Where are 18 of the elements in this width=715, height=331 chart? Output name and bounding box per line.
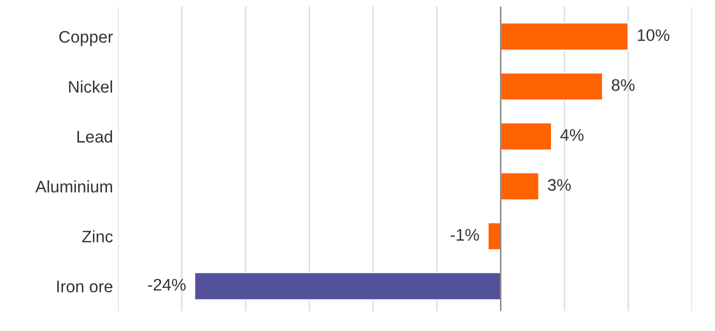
- data-label: 4%: [560, 129, 584, 141]
- data-label: 10%: [638, 29, 670, 42]
- bar: [487, 222, 502, 251]
- y-tick-label: Nickel: [69, 80, 112, 93]
- data-label: -24%: [148, 278, 186, 291]
- y-tick-label: Iron ore: [57, 280, 112, 292]
- data-label: 8%: [612, 79, 635, 91]
- bar: [500, 122, 552, 151]
- bar: [500, 172, 540, 201]
- data-label: -1%: [450, 229, 479, 241]
- y-tick-label: Lead: [77, 130, 112, 143]
- y-tick-label: Aluminium: [35, 180, 112, 193]
- y-tick-label: Zinc: [82, 230, 113, 242]
- y-tick-label: Copper: [59, 30, 113, 46]
- bar: [500, 22, 629, 51]
- bar: [500, 72, 604, 101]
- data-label: 3%: [548, 179, 571, 191]
- bar: [194, 272, 502, 301]
